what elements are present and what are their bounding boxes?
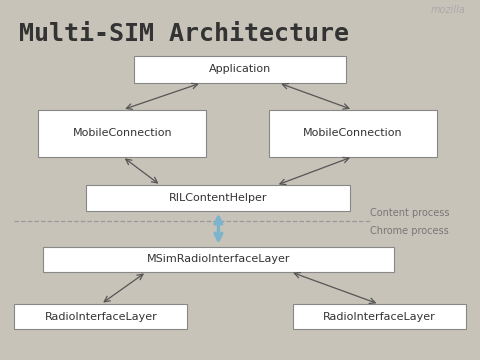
Text: Multi-SIM Architecture: Multi-SIM Architecture: [19, 22, 349, 46]
Text: mozilla: mozilla: [431, 5, 466, 15]
Text: MSimRadioInterfaceLayer: MSimRadioInterfaceLayer: [147, 254, 290, 264]
Text: MobileConnection: MobileConnection: [303, 128, 403, 138]
FancyBboxPatch shape: [38, 110, 206, 157]
FancyBboxPatch shape: [134, 56, 346, 83]
FancyBboxPatch shape: [14, 304, 187, 329]
Text: Content process: Content process: [370, 208, 449, 218]
Text: MobileConnection: MobileConnection: [72, 128, 172, 138]
Text: RadioInterfaceLayer: RadioInterfaceLayer: [45, 312, 157, 322]
FancyBboxPatch shape: [269, 110, 437, 157]
FancyBboxPatch shape: [86, 185, 350, 211]
FancyBboxPatch shape: [43, 247, 394, 272]
FancyBboxPatch shape: [293, 304, 466, 329]
Text: RadioInterfaceLayer: RadioInterfaceLayer: [323, 312, 435, 322]
Text: Chrome process: Chrome process: [370, 226, 448, 236]
Text: RILContentHelper: RILContentHelper: [169, 193, 268, 203]
Text: Application: Application: [209, 64, 271, 74]
